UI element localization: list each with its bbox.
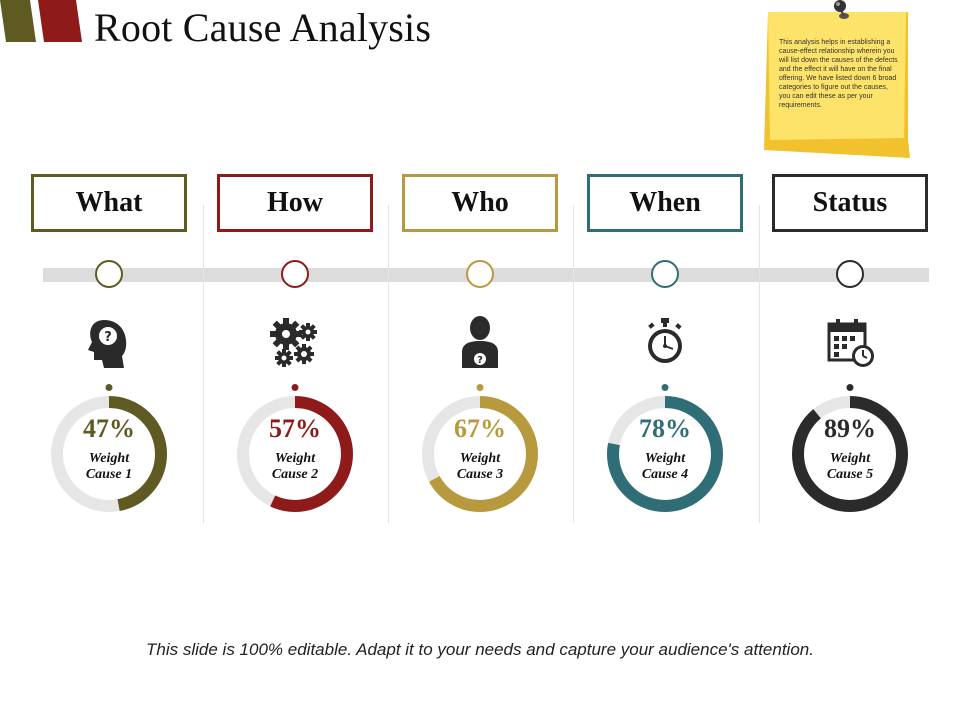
percent-donut: 57% Weight Cause 2	[235, 394, 355, 514]
caption-weight: Weight	[829, 451, 871, 466]
caption-weight: Weight	[644, 451, 686, 466]
percent-donut: 47% Weight Cause 1	[49, 394, 169, 514]
stopwatch-icon	[638, 314, 692, 370]
caption-cause: Cause 5	[826, 467, 874, 482]
weight-cause-label: Weight Cause 4	[605, 451, 725, 483]
percent-value: 78%	[639, 414, 691, 443]
caption-weight: Weight	[274, 451, 316, 466]
gears-icon	[268, 314, 322, 370]
page-title: Root Cause Analysis	[94, 5, 432, 50]
column-header[interactable]: Who	[402, 174, 558, 232]
donut-fill	[237, 396, 353, 512]
column-status: Status 89% Weight Cause 5	[757, 0, 943, 720]
column-what: What? 47% Weight Cause 1	[16, 0, 202, 720]
timeline-node	[281, 260, 309, 288]
timeline-node	[95, 260, 123, 288]
percent-value: 67%	[454, 414, 506, 443]
percent-value: 57%	[269, 414, 321, 443]
percent-donut: 89% Weight Cause 5	[790, 394, 910, 514]
timeline-node	[836, 260, 864, 288]
connector-dot	[105, 384, 113, 391]
weight-cause-label: Weight Cause 3	[420, 451, 540, 483]
caption-cause: Cause 2	[271, 467, 319, 482]
weight-cause-label: Weight Cause 1	[49, 451, 169, 483]
percent-value: 47%	[83, 414, 135, 443]
corner-decoration	[0, 0, 82, 42]
connector-dot	[476, 384, 484, 391]
column-how: How 57% Weight Cause 2	[202, 0, 388, 720]
connector-dot	[661, 384, 669, 391]
weight-cause-label: Weight Cause 2	[235, 451, 355, 483]
svg-text:?: ?	[477, 355, 483, 366]
footer-text: This slide is 100% editable. Adapt it to…	[146, 640, 814, 659]
percent-donut: 67% Weight Cause 3	[420, 394, 540, 514]
column-header[interactable]: When	[587, 174, 743, 232]
sticky-note: This analysis helps in establishing a ca…	[760, 0, 920, 165]
column-header[interactable]: Status	[772, 174, 928, 232]
svg-text:?: ?	[104, 330, 112, 345]
donut-fill	[51, 396, 167, 512]
column-when: When 78% Weight Cause 4	[572, 0, 758, 720]
donut-fill	[422, 396, 538, 512]
caption-weight: Weight	[88, 451, 130, 466]
timeline-node	[466, 260, 494, 288]
column-header[interactable]: What	[31, 174, 187, 232]
column-divider	[759, 205, 760, 523]
caption-cause: Cause 3	[456, 467, 504, 482]
sticky-note-text: This analysis helps in establishing a ca…	[779, 39, 898, 109]
percent-value: 89%	[824, 414, 876, 443]
person-question-icon: ?	[453, 314, 507, 370]
caption-cause: Cause 4	[641, 467, 689, 482]
column-who: Who? 67% Weight Cause 3	[387, 0, 573, 720]
caption-cause: Cause 1	[85, 467, 133, 482]
calendar-clock-icon	[823, 314, 877, 370]
caption-weight: Weight	[459, 451, 501, 466]
column-divider	[573, 205, 574, 523]
connector-dot	[846, 384, 854, 391]
weight-cause-label: Weight Cause 5	[790, 451, 910, 483]
timeline-node	[651, 260, 679, 288]
donut-fill	[607, 396, 723, 512]
column-header[interactable]: How	[217, 174, 373, 232]
donut-fill	[792, 396, 908, 512]
percent-donut: 78% Weight Cause 4	[605, 394, 725, 514]
column-divider	[388, 205, 389, 523]
head-question-icon: ?	[82, 314, 136, 370]
connector-dot	[291, 384, 299, 391]
column-divider	[203, 205, 204, 523]
